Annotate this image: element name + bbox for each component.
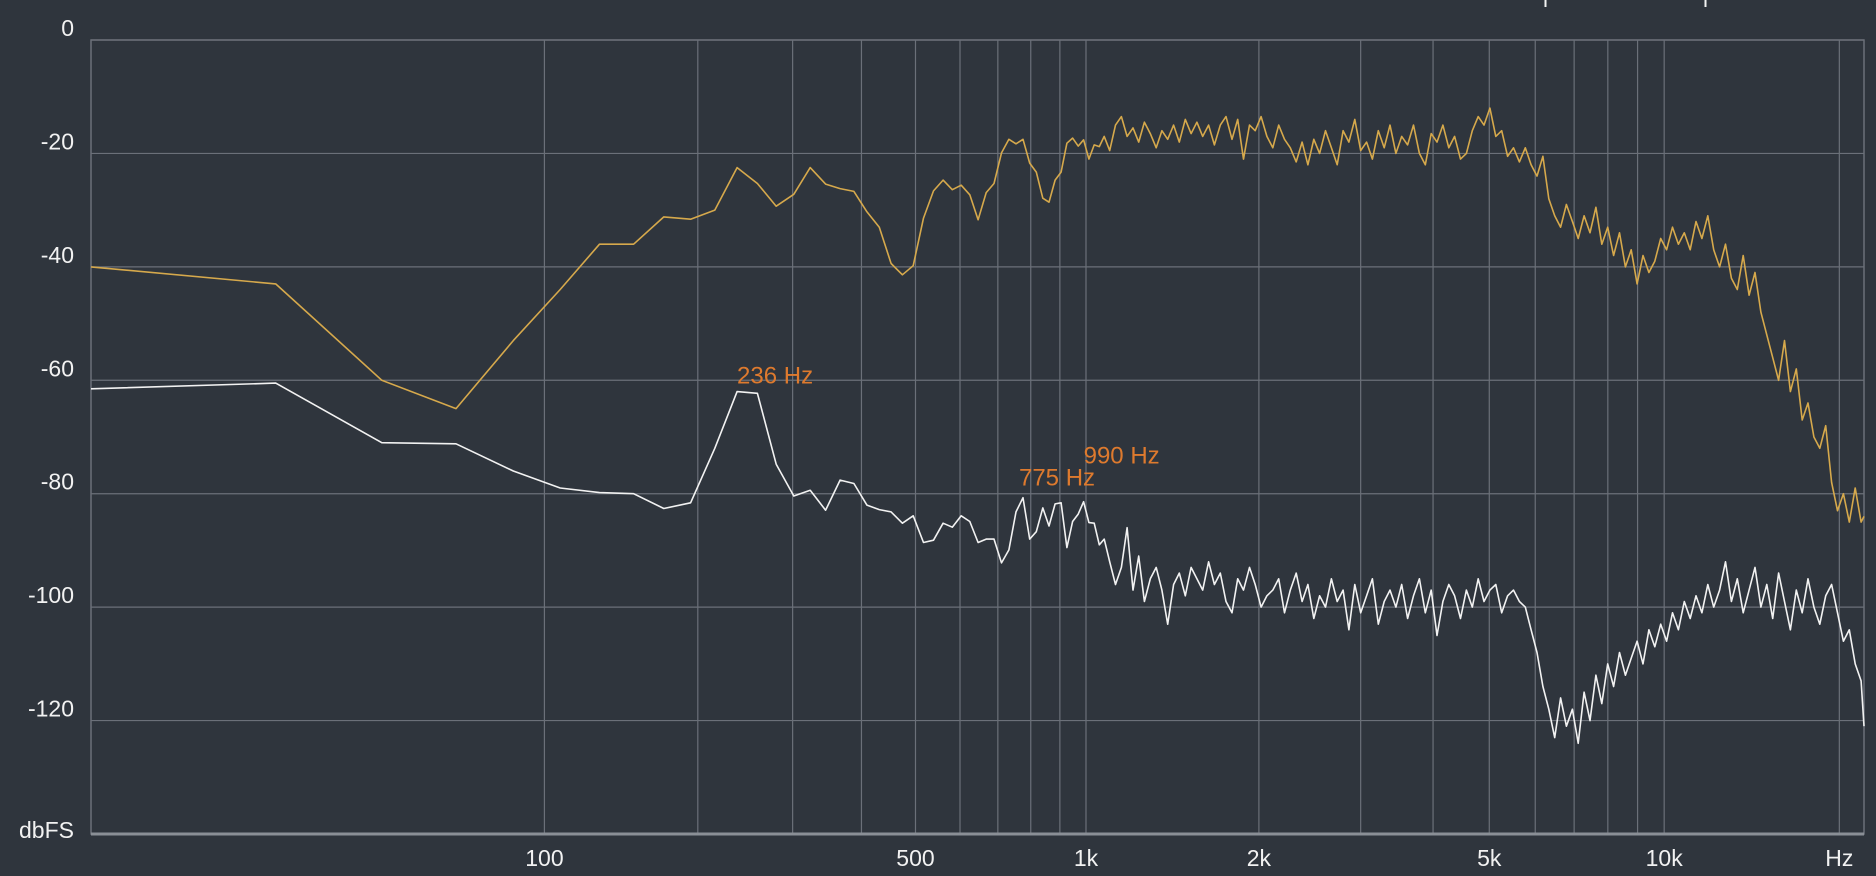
y-tick-label: 0	[61, 15, 74, 41]
x-tick-label: 5k	[1477, 845, 1502, 871]
x-tick-label: 10k	[1646, 845, 1684, 871]
y-tick-label: -80	[41, 469, 74, 495]
x-tick-label: 2k	[1247, 845, 1272, 871]
y-tick-label: -120	[28, 696, 74, 722]
series-line-1	[90, 107, 1865, 523]
y-tick-label: -40	[41, 242, 74, 268]
x-tick-label: 100	[525, 845, 563, 871]
y-axis-label: dbFS	[19, 817, 74, 843]
x-tick-label: 1k	[1074, 845, 1099, 871]
peak-label: 775 Hz	[1019, 465, 1095, 492]
series-layer	[90, 107, 1865, 745]
peak-label: 236 Hz	[737, 363, 813, 390]
x-tick-label: Hz	[1825, 845, 1853, 871]
y-tick-label: -60	[41, 355, 74, 381]
series-line-2	[90, 382, 1865, 745]
x-tick-label: 500	[896, 845, 934, 871]
peak-label: 990 Hz	[1084, 443, 1160, 470]
y-tick-label: -100	[28, 582, 74, 608]
axes: dbFS 0 -20 -40 -60 -80 -100 -120 100 500 1k 2k 5k 10…	[19, 15, 1853, 871]
y-tick-label: -20	[41, 128, 74, 154]
